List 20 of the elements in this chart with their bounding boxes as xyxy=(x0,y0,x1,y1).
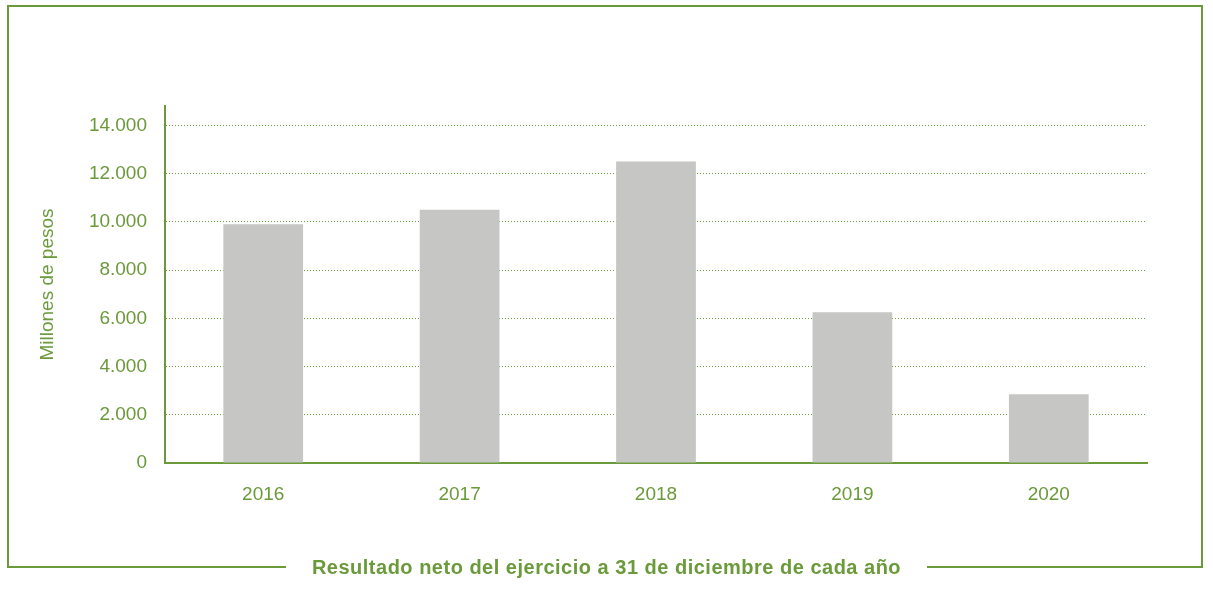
x-tick-label: 2017 xyxy=(438,482,481,504)
bar xyxy=(616,161,696,463)
y-tick-label: 12.000 xyxy=(88,161,147,183)
bar xyxy=(812,312,893,463)
y-axis-title: Millones de pesos xyxy=(35,208,57,361)
x-tick-label: 2018 xyxy=(634,482,678,504)
y-tick-label: 10.000 xyxy=(88,210,147,232)
y-tick-label: 0 xyxy=(136,451,147,473)
y-tick-label: 8.000 xyxy=(99,258,147,280)
y-tick-label: 4.000 xyxy=(99,354,147,376)
y-tick-label: 2.000 xyxy=(99,402,147,424)
y-tick-label: 14.000 xyxy=(88,113,147,135)
y-tick-label: 6.000 xyxy=(99,306,147,328)
bar xyxy=(1008,394,1089,463)
bar xyxy=(223,224,304,463)
bar xyxy=(419,209,500,463)
text: Resultado neto del ejercicio a 31 de diciembre de cada año xyxy=(285,556,928,578)
x-tick-label: 2019 xyxy=(831,482,874,504)
x-tick-label: 2016 xyxy=(242,482,285,504)
x-tick-label: 2020 xyxy=(1027,482,1070,504)
